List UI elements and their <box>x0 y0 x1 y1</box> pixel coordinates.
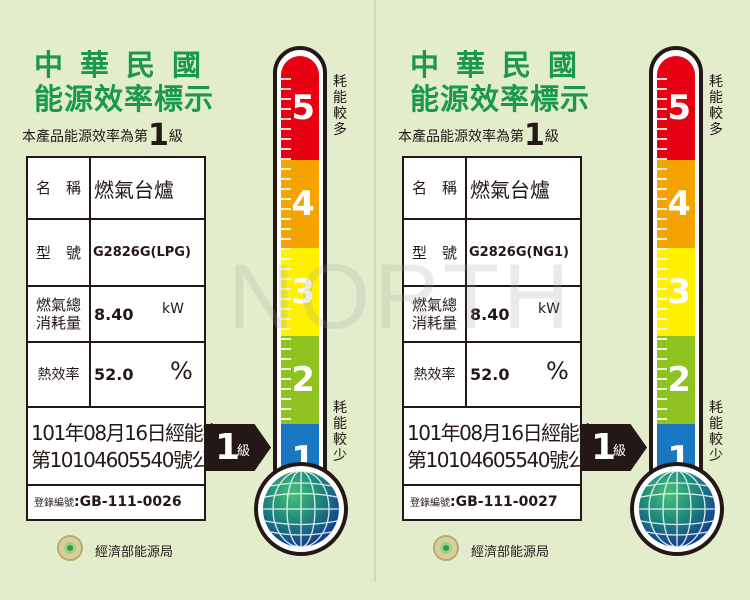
registration: 登錄編號:GB-111-0026 <box>34 494 182 510</box>
name-value: 燃氣台爐 <box>470 178 550 202</box>
thermometer-scale: 5 4 3 2 1 <box>273 46 327 486</box>
agency-logo-icon <box>57 535 83 561</box>
row-efficiency: 熱效率 52.0% <box>28 343 204 408</box>
energy-label-lpg: 中華民國 能源效率標示 本產品能源效率為第1級 名 稱 燃氣台爐 型 號 G28… <box>0 0 375 582</box>
less-energy-text: 耗能較少 <box>709 400 723 464</box>
grade-prefix: 本產品能源效率為第 <box>22 129 148 145</box>
agency-name: 經濟部能源局 <box>95 545 174 560</box>
consumption-unit: kW <box>538 301 560 317</box>
efficiency-value-cell: 52.0% <box>470 343 580 406</box>
efficiency-value: 52.0 <box>470 365 510 384</box>
registration-value: :GB-111-0026 <box>74 494 182 510</box>
row-model: 型 號 G2826G(LPG) <box>28 220 204 287</box>
name-value: 燃氣台爐 <box>94 178 174 202</box>
announcement-line2: 第10104605540號公告 <box>31 448 230 472</box>
consumption-unit: kW <box>162 301 184 317</box>
more-energy-text: 耗能較多 <box>333 74 347 138</box>
agency-name: 經濟部能源局 <box>471 545 550 560</box>
model-value: G2826G(NG1) <box>469 245 570 260</box>
less-energy-text: 耗能較少 <box>333 400 347 464</box>
efficiency-value-cell: 52.0% <box>94 343 204 406</box>
energy-label-ng1: 中華民國 能源效率標示 本產品能源效率為第1級 名 稱 燃氣台爐 型 號 G28… <box>375 0 750 582</box>
consumption-value: 8.40 <box>470 304 510 324</box>
grade-arrow: 1 級 <box>205 424 271 471</box>
scale-ticks <box>281 70 291 420</box>
row-announcement: 101年08月16日經能字 第10104605540號公告 <box>404 408 606 486</box>
model-label: 型 號 <box>28 220 91 285</box>
agency-logo-icon <box>433 535 459 561</box>
efficiency-label: 熱效率 <box>28 343 91 406</box>
row-model: 型 號 G2826G(NG1) <box>404 220 580 287</box>
registration-label: 登錄編號 <box>34 498 74 509</box>
arrow-unit: 級 <box>237 444 251 459</box>
row-registration: 登錄編號:GB-111-0026 <box>28 486 204 519</box>
consumption-value-cell: 8.40 kW <box>470 287 580 341</box>
spec-table: 名 稱 燃氣台爐 型 號 G2826G(LPG) 燃氣總消耗量 8.40 kW 熱… <box>26 156 230 521</box>
row-consumption: 燃氣總消耗量 8.40 kW <box>404 287 580 343</box>
grade-prefix: 本產品能源效率為第 <box>398 129 524 145</box>
row-name: 名 稱 燃氣台爐 <box>404 158 580 220</box>
title-country: 中華民國 <box>410 48 595 82</box>
consumption-value-cell: 8.40 kW <box>94 287 204 341</box>
watermark: NORTH <box>228 246 574 348</box>
thermometer-scale: 5 4 3 2 1 <box>649 46 703 486</box>
consumption-label: 燃氣總消耗量 <box>404 287 467 341</box>
efficiency-unit: % <box>546 357 569 385</box>
more-energy-text: 耗能較多 <box>709 74 723 138</box>
arrow-grade: 1 <box>591 427 617 468</box>
model-label: 型 號 <box>404 220 467 285</box>
title-label: 能源效率標示 <box>410 82 591 116</box>
globe-icon <box>630 462 724 556</box>
grade-number: 1 <box>524 118 545 153</box>
arrow-unit: 級 <box>613 444 627 459</box>
grade-suffix: 級 <box>544 129 559 145</box>
title-country: 中華民國 <box>34 48 219 82</box>
announcement-line1: 101年08月16日經能字 <box>31 421 222 445</box>
announcement-line1: 101年08月16日經能字 <box>407 421 598 445</box>
consumption-label: 燃氣總消耗量 <box>28 287 91 341</box>
announcement-line2: 第10104605540號公告 <box>407 448 606 472</box>
grade-arrow: 1 級 <box>581 424 647 471</box>
row-name: 名 稱 燃氣台爐 <box>28 158 204 220</box>
spec-table: 名 稱 燃氣台爐 型 號 G2826G(NG1) 燃氣總消耗量 8.40 kW 熱… <box>402 156 606 521</box>
grade-statement: 本產品能源效率為第1級 <box>22 118 183 153</box>
efficiency-label: 熱效率 <box>404 343 467 406</box>
grade-statement: 本產品能源效率為第1級 <box>398 118 559 153</box>
row-consumption: 燃氣總消耗量 8.40 kW <box>28 287 204 343</box>
row-registration: 登錄編號:GB-111-0027 <box>404 486 580 519</box>
consumption-value: 8.40 <box>94 304 134 324</box>
registration-label: 登錄編號 <box>410 498 450 509</box>
scale-ticks <box>657 70 667 420</box>
grade-suffix: 級 <box>168 129 183 145</box>
name-label: 名 稱 <box>404 158 467 218</box>
title-label: 能源效率標示 <box>34 82 215 116</box>
name-label: 名 稱 <box>28 158 91 218</box>
row-announcement: 101年08月16日經能字 第10104605540號公告 <box>28 408 230 486</box>
registration-value: :GB-111-0027 <box>450 494 558 510</box>
globe-icon <box>254 462 348 556</box>
registration: 登錄編號:GB-111-0027 <box>410 494 558 510</box>
grade-number: 1 <box>148 118 169 153</box>
arrow-grade: 1 <box>215 427 241 468</box>
row-efficiency: 熱效率 52.0% <box>404 343 580 408</box>
model-value: G2826G(LPG) <box>93 245 191 260</box>
efficiency-unit: % <box>170 357 193 385</box>
efficiency-value: 52.0 <box>94 365 134 384</box>
